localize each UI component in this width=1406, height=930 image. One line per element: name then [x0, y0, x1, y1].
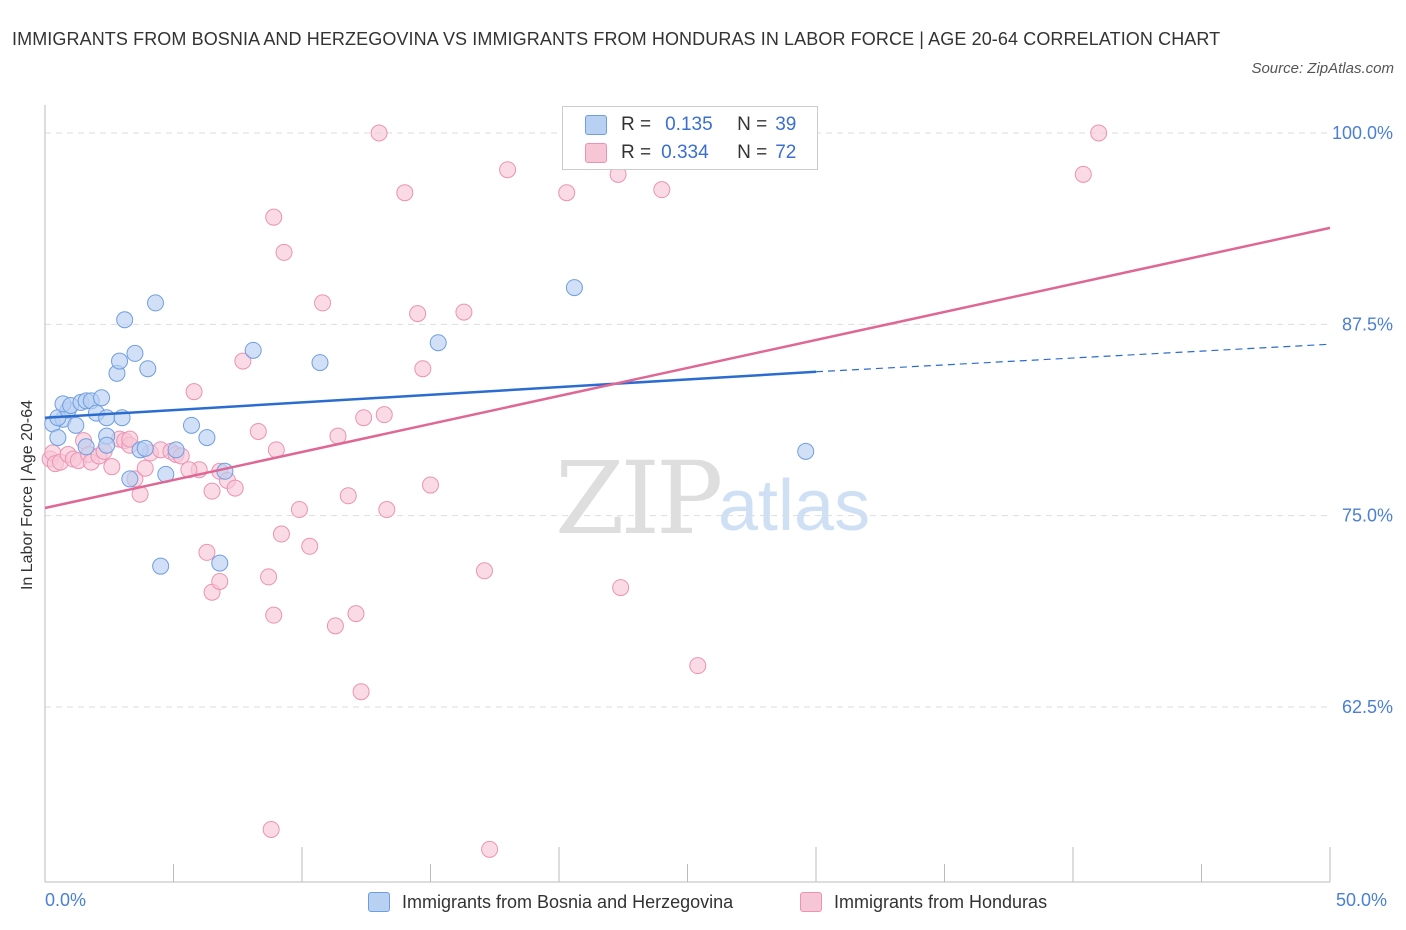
y-tick-label: 75.0%: [1342, 506, 1393, 526]
data-point-honduras: [301, 537, 319, 555]
data-point-bosnia: [139, 360, 157, 378]
data-point-honduras: [121, 430, 139, 448]
data-point-honduras: [475, 562, 493, 580]
correlation-legend: R = 0.135 N = 39 R = 0.334 N = 72: [562, 106, 818, 170]
data-point-honduras: [347, 605, 365, 623]
data-point-bosnia: [111, 352, 129, 370]
data-point-bosnia: [98, 409, 116, 427]
data-point-honduras: [226, 479, 244, 497]
legend-n-label: N =: [737, 142, 768, 163]
watermark-atlas: atlas: [718, 466, 871, 546]
watermark-zip: ZIP: [555, 440, 723, 557]
data-point-bosnia: [116, 311, 134, 329]
bottom-legend-label: Immigrants from Bosnia and Herzegovina: [402, 891, 734, 912]
trendline-bosnia-extrapolated: [815, 343, 1331, 373]
x-tick-label-max: 50.0%: [1336, 890, 1388, 910]
data-point-honduras: [378, 501, 396, 519]
source-label: Source: ZipAtlas.com: [1251, 60, 1394, 77]
y-tick-label: 100.0%: [1332, 123, 1393, 143]
bottom-legend-swatch-pink: [800, 892, 822, 912]
data-point-honduras: [185, 383, 203, 401]
data-point-honduras: [352, 683, 370, 701]
data-point-honduras: [612, 579, 630, 597]
data-point-honduras: [653, 181, 671, 199]
data-point-honduras: [422, 476, 439, 494]
trendline-honduras: [44, 226, 1331, 510]
legend-row-honduras: R = 0.334 N = 72: [585, 141, 796, 165]
data-point-honduras: [275, 243, 293, 261]
y-tick-label: 87.5%: [1342, 314, 1393, 334]
y-tick-label: 62.5%: [1342, 697, 1393, 717]
data-point-bosnia: [67, 416, 85, 434]
legend-r-value: 0.135: [665, 114, 713, 135]
data-point-bosnia: [244, 341, 262, 359]
data-point-bosnia: [136, 439, 154, 457]
data-point-honduras: [481, 840, 499, 858]
data-point-bosnia: [311, 354, 329, 372]
data-point-bosnia: [147, 294, 165, 312]
data-point-bosnia: [152, 557, 170, 575]
data-point-honduras: [314, 294, 332, 312]
data-point-honduras: [499, 161, 517, 179]
trendline-bosnia: [44, 370, 817, 419]
legend-r-label: R =: [621, 114, 652, 135]
data-point-honduras: [558, 184, 576, 202]
data-point-honduras: [265, 208, 283, 226]
data-point-honduras: [370, 124, 388, 142]
data-point-bosnia: [167, 441, 185, 459]
data-point-honduras: [211, 572, 229, 590]
data-point-bosnia: [429, 334, 447, 352]
x-tick-label-min: 0.0%: [45, 890, 87, 910]
data-point-honduras: [290, 501, 308, 519]
legend-swatch-blue: [585, 115, 607, 135]
legend-n-label: N =: [737, 114, 768, 135]
data-point-honduras: [339, 487, 357, 505]
data-point-honduras: [409, 305, 427, 323]
data-point-honduras: [1090, 124, 1108, 142]
data-point-honduras: [265, 606, 283, 624]
data-point-honduras: [262, 820, 280, 838]
data-point-honduras: [198, 543, 216, 561]
data-point-honduras: [375, 406, 393, 424]
data-point-bosnia: [49, 429, 67, 447]
data-point-bosnia: [797, 442, 815, 460]
data-point-honduras: [396, 184, 414, 202]
data-point-bosnia: [93, 389, 111, 407]
data-point-bosnia: [565, 279, 583, 297]
legend-r-value: 0.334: [661, 142, 709, 163]
data-point-honduras: [234, 352, 252, 370]
bottom-legend-label: Immigrants from Honduras: [834, 891, 1048, 912]
bottom-legend-swatch-blue: [368, 892, 390, 912]
data-point-honduras: [1074, 165, 1092, 183]
data-point-bosnia: [198, 429, 216, 447]
data-point-honduras: [689, 657, 707, 675]
data-point-bosnia: [98, 436, 116, 454]
data-point-bosnia: [77, 438, 95, 456]
legend-n-value: 39: [775, 114, 797, 135]
legend-swatch-pink: [585, 143, 607, 163]
chart-title: IMMIGRANTS FROM BOSNIA AND HERZEGOVINA V…: [12, 29, 1221, 49]
data-point-honduras: [260, 568, 278, 586]
data-point-bosnia: [126, 344, 144, 362]
data-point-honduras: [203, 482, 221, 500]
data-point-honduras: [103, 458, 121, 476]
data-point-honduras: [355, 409, 373, 427]
data-point-bosnia: [182, 416, 200, 434]
data-point-honduras: [136, 459, 154, 477]
bottom-legend-bosnia: Immigrants from Bosnia and Herzegovina: [368, 888, 733, 916]
data-point-honduras: [272, 525, 290, 543]
legend-r-label: R =: [621, 142, 652, 163]
data-point-honduras: [414, 360, 432, 378]
data-point-bosnia: [121, 470, 139, 488]
legend-row-bosnia: R = 0.135 N = 39: [585, 113, 796, 137]
data-point-honduras: [455, 303, 473, 321]
data-point-honduras: [326, 617, 344, 635]
data-point-bosnia: [211, 554, 229, 572]
data-point-honduras: [249, 422, 267, 440]
bottom-legend-honduras: Immigrants from Honduras: [800, 888, 1047, 916]
legend-n-value: 72: [775, 142, 797, 163]
